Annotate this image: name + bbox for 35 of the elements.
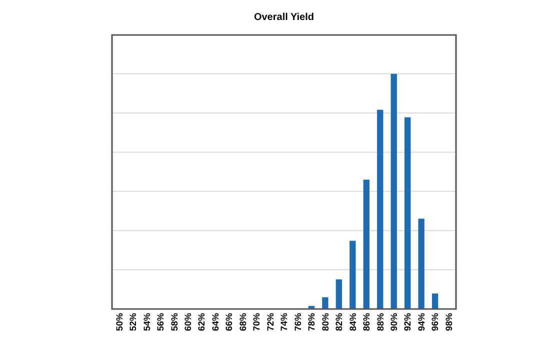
bar bbox=[418, 218, 424, 309]
x-tick-label: 90% bbox=[389, 313, 400, 332]
x-tick-label: 84% bbox=[348, 313, 358, 332]
x-tick-label: 80% bbox=[320, 313, 330, 332]
x-tick-label: 70% bbox=[252, 313, 262, 332]
x-tick-label: 98% bbox=[444, 313, 454, 332]
x-tick-label: 52% bbox=[128, 313, 138, 332]
x-tick-label: 94% bbox=[416, 313, 426, 332]
bar bbox=[377, 110, 384, 309]
bar bbox=[404, 117, 411, 309]
x-tick-label: 74% bbox=[279, 313, 290, 332]
x-tick-label: 78% bbox=[306, 313, 317, 332]
x-tick-label: 96% bbox=[430, 313, 440, 332]
x-tick-label: 58% bbox=[169, 313, 180, 332]
x-tick-label: 54% bbox=[142, 313, 152, 332]
x-tick-label: 72% bbox=[265, 313, 276, 332]
bar bbox=[322, 297, 328, 309]
bar bbox=[432, 293, 438, 309]
x-tick-label: 92% bbox=[402, 313, 413, 332]
x-tick-label: 62% bbox=[196, 313, 207, 332]
bar bbox=[350, 240, 356, 309]
bar bbox=[390, 74, 397, 309]
x-tick-label: 60% bbox=[183, 313, 194, 332]
x-tick-label: 82% bbox=[334, 313, 344, 332]
x-tick-label: 50% bbox=[114, 313, 124, 332]
x-tick-label: 66% bbox=[224, 313, 234, 332]
x-tick-label: 64% bbox=[210, 313, 220, 332]
bar bbox=[336, 279, 342, 309]
x-tick-label: 56% bbox=[156, 313, 166, 332]
x-tick-label: 68% bbox=[238, 313, 248, 332]
x-tick-label: 76% bbox=[292, 313, 303, 332]
chart-title: Overall Yield bbox=[254, 12, 314, 23]
x-tick-label: 88% bbox=[375, 313, 386, 332]
x-tick-label: 86% bbox=[362, 313, 372, 332]
bar bbox=[363, 180, 370, 309]
